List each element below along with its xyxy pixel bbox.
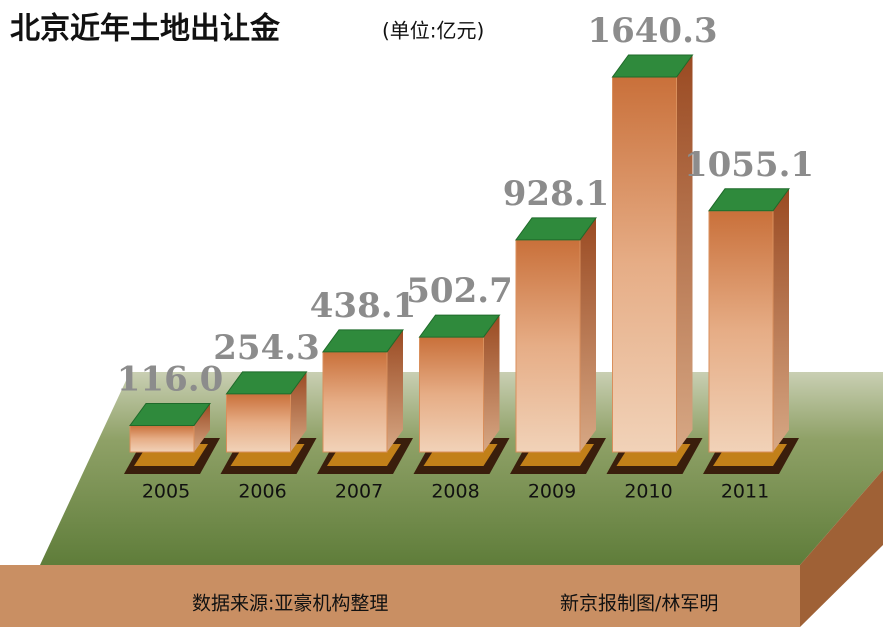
- bar: [322, 351, 388, 453]
- value-label: 502.7: [406, 271, 512, 311]
- x-tick-label: 2010: [624, 481, 672, 503]
- value-label: 116.0: [117, 359, 223, 399]
- x-tick-label: 2008: [431, 481, 479, 503]
- ground-soil-side: [800, 470, 883, 627]
- x-tick-label: 2011: [721, 481, 769, 503]
- value-label: 254.3: [213, 328, 319, 368]
- bar: [226, 393, 291, 453]
- x-tick-label: 2005: [142, 481, 190, 503]
- unit-label: (单位:亿元): [382, 19, 484, 43]
- x-tick-label: 2006: [238, 481, 286, 503]
- bar: [708, 210, 774, 453]
- bar: [129, 424, 195, 453]
- bar-side: [194, 403, 210, 452]
- bar-top: [708, 188, 790, 212]
- bar-top: [418, 314, 501, 338]
- bar-side: [387, 329, 403, 452]
- bar-top: [611, 54, 694, 78]
- bar: [419, 336, 484, 453]
- bar-side: [290, 371, 307, 452]
- source: 数据来源:亚豪机构整理: [192, 593, 388, 615]
- bar-side: [483, 315, 500, 452]
- value-label: 438.1: [310, 286, 416, 326]
- x-tick-label: 2007: [335, 481, 383, 503]
- bar: [515, 239, 581, 453]
- bar-top: [129, 402, 211, 426]
- value-label: 1055.1: [684, 145, 814, 185]
- value-label: 928.1: [503, 174, 609, 214]
- ground-soil: [0, 565, 800, 627]
- credit: 新京报制图/林军明: [560, 593, 718, 615]
- bar-top: [515, 217, 597, 241]
- value-label: 1640.3: [587, 11, 717, 51]
- bar-side: [580, 217, 596, 452]
- x-tick-label: 2009: [528, 481, 576, 503]
- bar-top: [322, 329, 404, 353]
- bar: [612, 76, 677, 453]
- bar-side: [676, 55, 693, 452]
- bar-side: [773, 188, 789, 452]
- bar-top: [225, 371, 308, 395]
- chart-title: 北京近年土地出让金: [10, 12, 281, 47]
